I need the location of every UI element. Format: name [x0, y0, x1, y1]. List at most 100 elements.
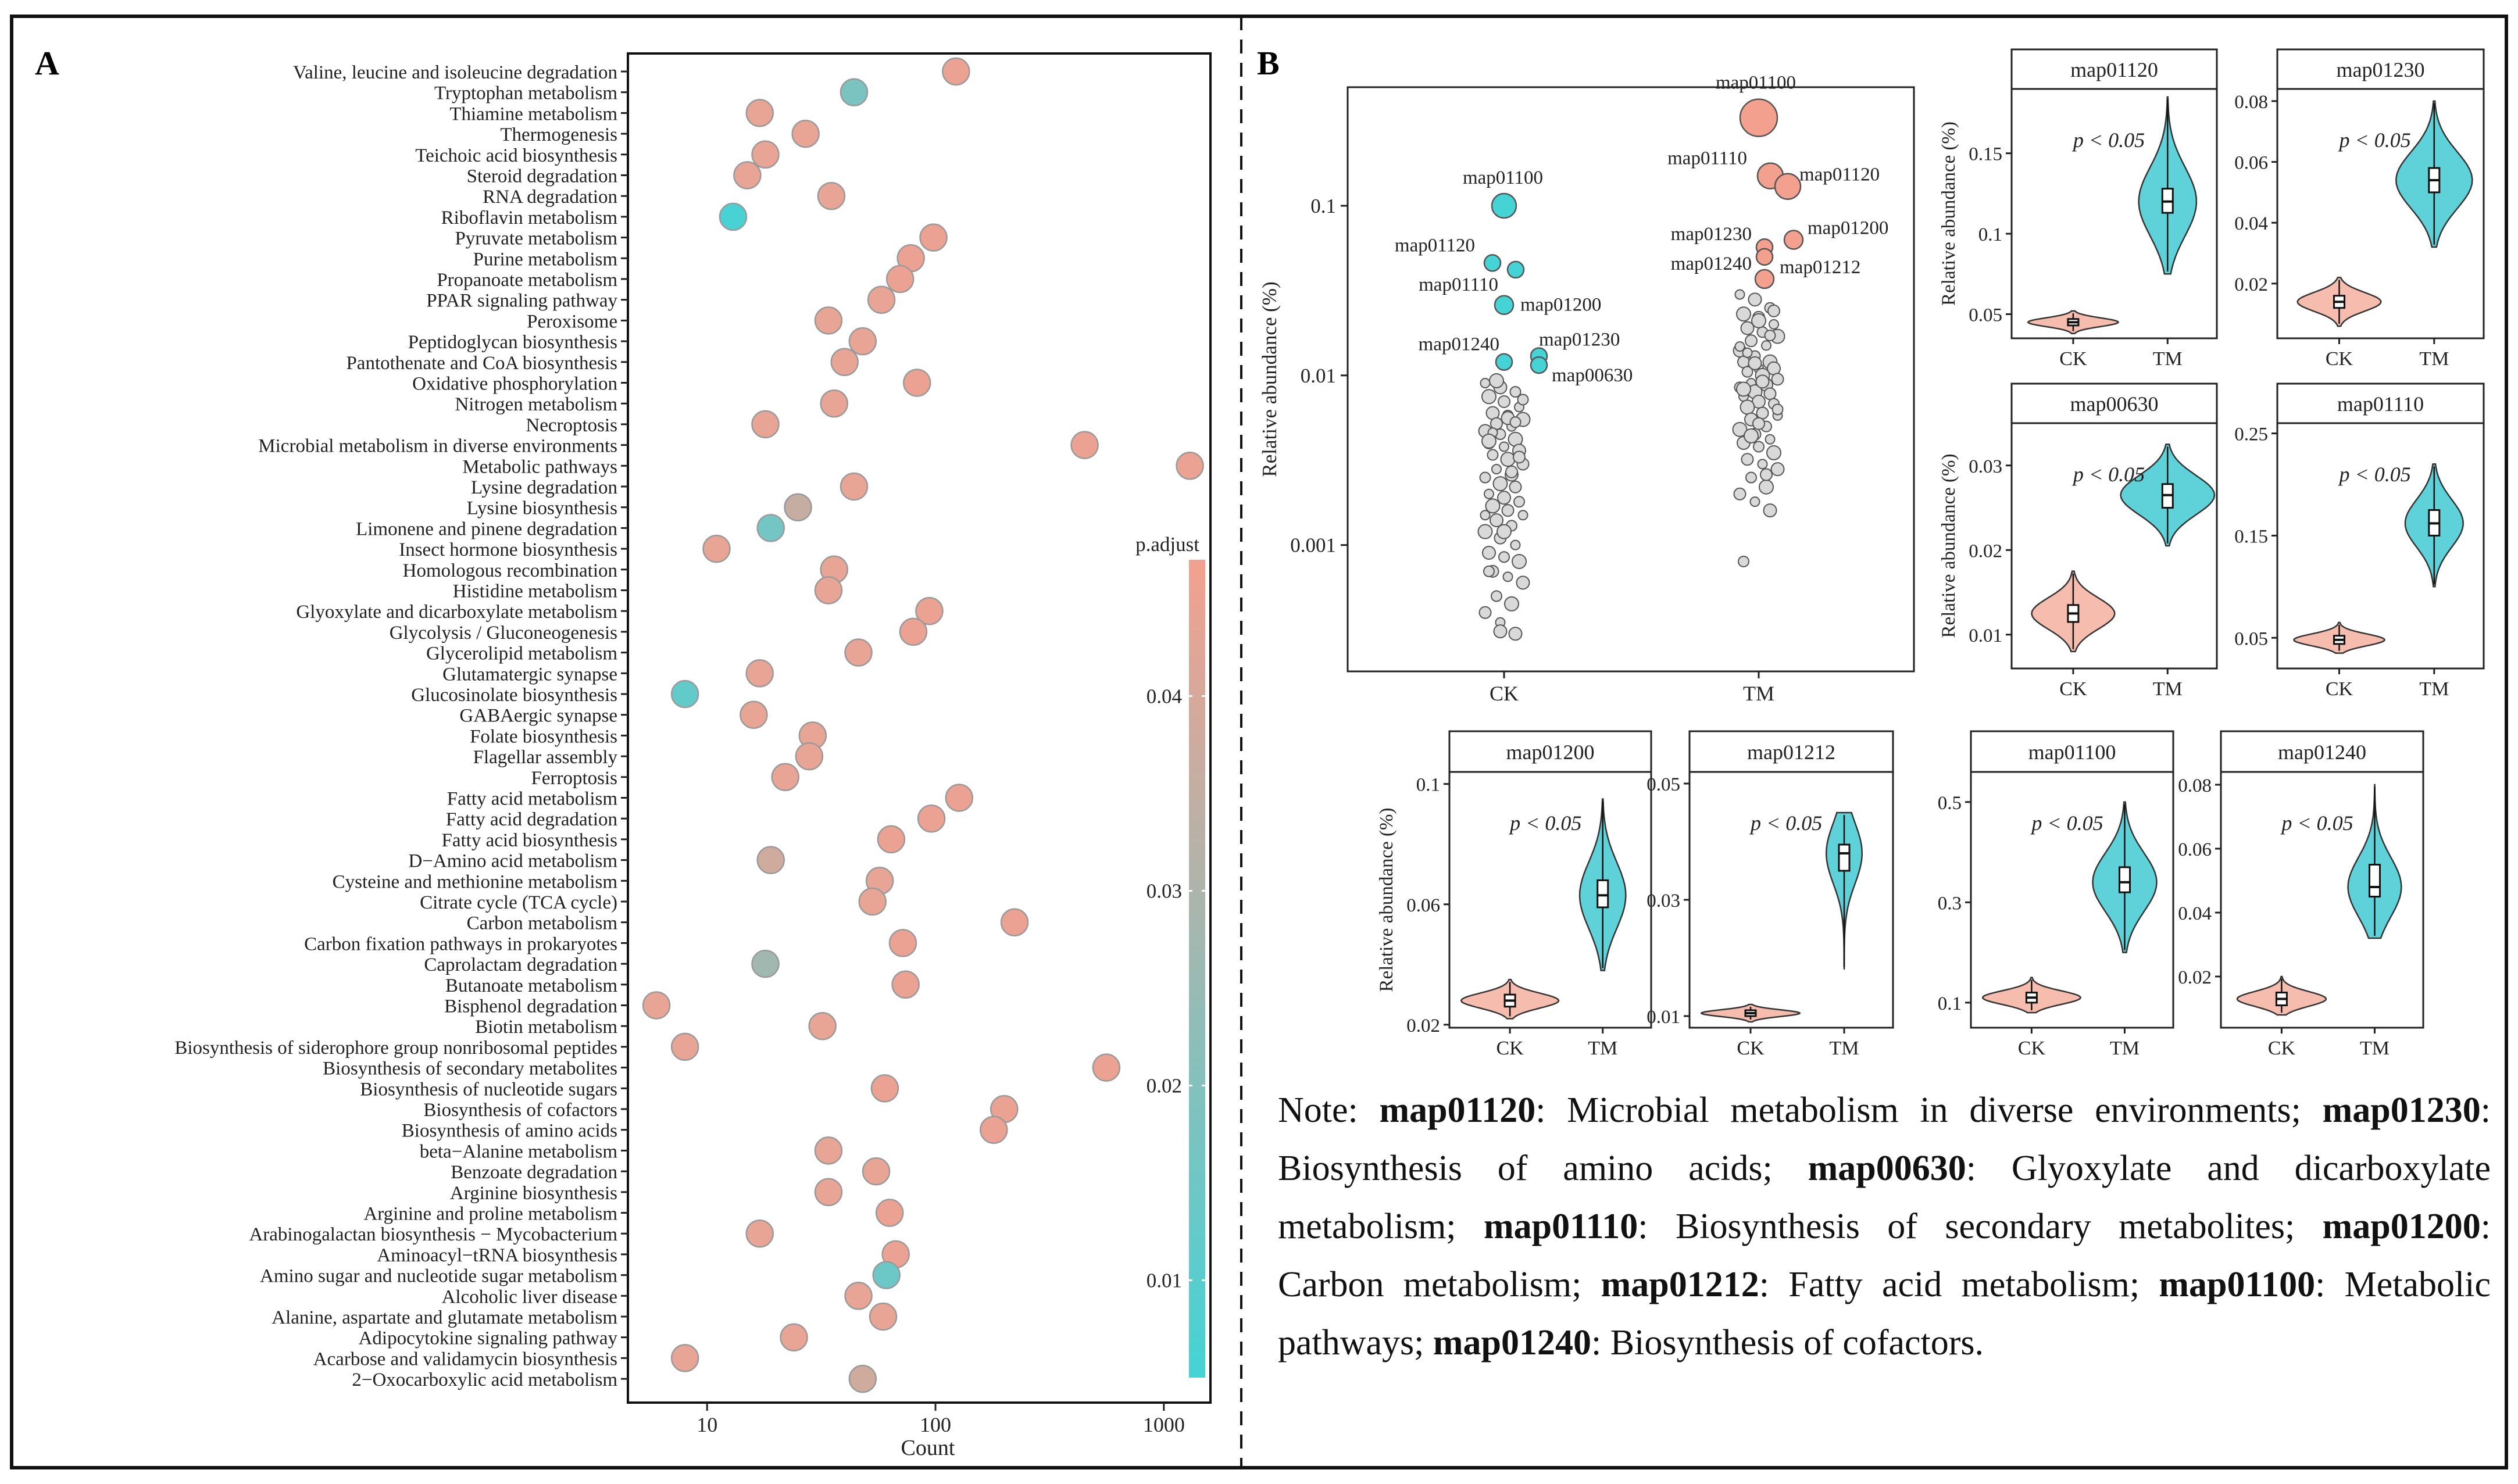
p-value-annotation: p < 0.05	[1508, 811, 1581, 835]
panel-a-label: A	[35, 44, 59, 82]
pathway-label: Riboflavin metabolism	[441, 208, 618, 228]
violin-panel: map01230 0.02 0.04 0.06 0.08 CK TM p < 0.05	[2234, 48, 2485, 370]
pathway-point	[1517, 394, 1529, 406]
panel-title: map00630	[2070, 392, 2159, 416]
plot-box	[2010, 88, 2218, 339]
pathway-dot	[942, 57, 970, 86]
pathway-label: Butanoate metabolism	[445, 975, 617, 996]
violin-panel: map01120 0.05 0.1 0.15 CK TM p < 0.05 Relative …	[1938, 48, 2218, 370]
pathway-dot	[891, 970, 920, 999]
pathway-point	[1745, 334, 1758, 348]
pathway-label: Valine, leucine and isoleucine degradati…	[293, 62, 617, 83]
pathway-point	[1755, 374, 1770, 389]
pathway-dot	[902, 369, 931, 397]
note-code: map01100	[2159, 1265, 2316, 1304]
plot-box	[1448, 771, 1652, 1029]
pathway-dot	[945, 784, 974, 812]
strip	[2010, 48, 2218, 90]
pathway-label: Carbon metabolism	[467, 913, 618, 934]
violin-panel: map01212 0.01 0.03 0.05 CK TM p < 0.05	[1646, 730, 1894, 1059]
point-label: map01240	[1419, 334, 1499, 355]
pathway-dot	[719, 202, 748, 231]
pathway-point	[1480, 510, 1491, 521]
highlight-point	[1774, 173, 1802, 200]
strip	[2276, 382, 2485, 424]
pathway-dot	[899, 617, 928, 646]
pathway-point	[1745, 471, 1757, 484]
pathway-label: Adipocytokine signaling pathway	[359, 1328, 618, 1349]
panel-title: map01212	[1747, 741, 1835, 764]
y-tick-label: 0.02	[2178, 967, 2212, 988]
pathway-label: Amino sugar and nucleotide sugar metabol…	[260, 1266, 617, 1287]
pathway-point	[1761, 340, 1771, 351]
pathway-dot	[702, 534, 731, 563]
pathway-label: beta−Alanine metabolism	[420, 1141, 618, 1162]
pathway-point	[1491, 590, 1502, 602]
strip	[1970, 730, 2174, 773]
pathway-dot	[740, 700, 768, 729]
pathway-point	[1742, 347, 1753, 358]
pathway-point	[1485, 498, 1501, 514]
pathway-dot	[980, 1115, 1008, 1144]
pathway-label: PPAR signaling pathway	[426, 291, 617, 312]
pathway-point	[1489, 373, 1504, 389]
pathway-label: Oxidative phosphorylation	[412, 374, 617, 395]
pathway-point	[1502, 571, 1513, 582]
pathway-point	[1771, 403, 1784, 416]
violin-panel: map01110 0.05 0.15 0.25 CK TM p < 0.05	[2234, 382, 2485, 700]
point-label: map01200	[1520, 295, 1601, 316]
y-tick-label: 0.05	[1646, 774, 1680, 795]
y-tick-label: 0.1	[1938, 993, 1962, 1014]
pathway-dot	[670, 1032, 699, 1061]
point-label: map01230	[1539, 330, 1620, 351]
pathway-dot	[885, 264, 915, 294]
pathway-point	[1508, 627, 1523, 641]
pathway-point	[1748, 356, 1762, 370]
pathway-point	[1738, 555, 1749, 567]
iqr-box	[2368, 864, 2381, 897]
pathway-point	[1480, 378, 1491, 389]
panel-title: map01230	[2337, 58, 2425, 81]
pathway-point	[1487, 449, 1499, 461]
point-label: map01100	[1716, 73, 1796, 94]
x-tick-label: TM	[2360, 1038, 2390, 1059]
panel-title: map01100	[2028, 741, 2116, 764]
p-value-annotation: p < 0.05	[2071, 463, 2145, 486]
y-tick-label: 0.04	[2178, 903, 2212, 924]
pathway-label: Fatty acid metabolism	[447, 789, 618, 810]
pathway-dot	[814, 306, 843, 335]
point-label: map01110	[1419, 274, 1498, 295]
pathway-dot	[848, 327, 877, 356]
pathway-dot	[869, 1302, 898, 1331]
pathway-dot	[642, 991, 671, 1020]
pathway-point	[1493, 624, 1508, 639]
plot-box	[2220, 771, 2424, 1029]
point-label: map01200	[1808, 218, 1888, 239]
note-description: : Biosynthesis of secondary metabolites;	[1638, 1207, 2323, 1246]
pathway-point	[1770, 462, 1785, 477]
legend-tick-label: 0.04	[1147, 685, 1182, 708]
pathway-label: Insect hormone biosynthesis	[399, 539, 617, 560]
y-tick-label: 0.03	[1969, 456, 2002, 477]
pathway-dot	[751, 140, 780, 169]
pathway-point	[1748, 292, 1762, 307]
p-value-annotation: p < 0.05	[2071, 128, 2145, 152]
x-tick-label: 1000	[1143, 1413, 1185, 1436]
pathway-dot	[791, 119, 820, 148]
y-tick-label: 0.08	[2178, 775, 2212, 796]
p-value-annotation: p < 0.05	[2338, 463, 2411, 486]
y-tick-label: 0.001	[1290, 534, 1336, 557]
pathway-label: 2−Oxocarboxylic acid metabolism	[352, 1369, 617, 1390]
note-code: map00630	[1808, 1149, 1966, 1188]
pathway-point	[1756, 406, 1769, 420]
pathway-label: Peptidoglycan biosynthesis	[408, 332, 617, 353]
pathway-label: Tryptophan metabolism	[434, 83, 617, 104]
violin-panels: map01120 0.05 0.1 0.15 CK TM p < 0.05 Relative …	[1376, 48, 2485, 1059]
pathway-label: Biosynthesis of siderophore group nonrib…	[174, 1038, 617, 1059]
pathway-dot	[848, 1364, 877, 1393]
pathway-point	[1740, 321, 1755, 335]
pathway-point	[1484, 488, 1494, 499]
pathway-label: Glucosinolate biosynthesis	[411, 685, 617, 706]
pathway-dot	[756, 846, 785, 874]
x-tick-label: CK	[2326, 348, 2353, 370]
